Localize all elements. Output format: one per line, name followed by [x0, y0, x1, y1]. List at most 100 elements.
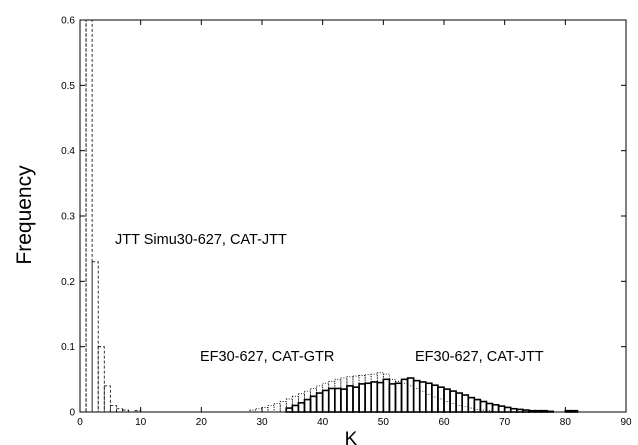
bar-solid — [382, 378, 391, 413]
bar-dotted — [449, 403, 457, 413]
bar-solid — [412, 379, 421, 413]
bar-dotted — [261, 407, 269, 413]
annotation-jtt-simu: JTT Simu30-627, CAT-JTT — [115, 232, 287, 248]
bar-solid — [455, 392, 463, 413]
bar-solid — [297, 402, 306, 413]
bar-dotted — [346, 376, 354, 413]
bar-solid — [352, 386, 360, 413]
bar-dotted — [310, 388, 317, 413]
y-tick-label: 0.1 — [61, 342, 75, 353]
bar-dotted — [461, 406, 469, 413]
bar-dotted — [285, 398, 293, 413]
bar-solid — [358, 383, 366, 413]
series-dashed-bars — [79, 19, 142, 413]
x-tick-label: 0 — [77, 417, 83, 428]
bar-dotted — [316, 385, 324, 413]
bar-solid — [406, 377, 415, 413]
bar-dotted — [340, 377, 348, 413]
bar-solid — [394, 382, 403, 413]
bar-solid — [491, 404, 500, 413]
bar-dotted — [328, 380, 336, 413]
bar-solid — [388, 383, 397, 413]
bar-solid — [437, 386, 445, 413]
annotation-ef-cat-jtt: EF30-627, CAT-JTT — [415, 349, 544, 365]
bar-solid — [400, 378, 409, 413]
bar-dotted — [473, 408, 481, 413]
x-tick-label: 20 — [196, 417, 208, 428]
bar-dotted — [419, 390, 427, 413]
y-tick-label: 0 — [69, 408, 75, 419]
bar-dashed — [109, 405, 117, 413]
bar-dotted — [455, 405, 463, 413]
y-tick-label: 0.3 — [61, 212, 75, 223]
bar-dashed — [91, 261, 99, 413]
bar-solid — [309, 395, 318, 413]
bar-dotted — [304, 390, 311, 413]
bar-solid — [431, 384, 439, 413]
bar-dotted — [437, 398, 445, 413]
bar-solid — [346, 385, 354, 413]
x-tick-label: 40 — [317, 417, 329, 428]
bar-dotted — [370, 373, 378, 413]
bar-solid — [340, 388, 348, 413]
bar-solid — [449, 390, 457, 413]
x-tick-label: 60 — [438, 417, 450, 428]
x-tick-label: 80 — [560, 417, 572, 428]
bar-dotted — [376, 372, 384, 413]
bar-solid — [503, 406, 512, 413]
bar-dotted — [358, 375, 366, 413]
bar-solid — [291, 404, 300, 413]
bar-dotted — [425, 393, 433, 413]
bar-dotted — [431, 396, 439, 413]
x-tick-label: 50 — [378, 417, 390, 428]
bar-dotted — [395, 380, 402, 413]
bar-solid — [321, 389, 330, 413]
bar-dashed — [97, 346, 105, 413]
bar-dotted — [407, 385, 415, 413]
y-tick-label: 0.6 — [61, 16, 75, 27]
bar-solid — [376, 381, 385, 413]
bar-dotted — [352, 375, 360, 413]
bar-dashed — [85, 19, 93, 413]
bar-dotted — [291, 395, 299, 413]
bar-dotted — [364, 374, 372, 413]
plot-frame — [79, 19, 627, 413]
bar-dotted — [279, 401, 287, 413]
x-tick-label: 90 — [620, 417, 632, 428]
bar-dotted — [388, 378, 396, 413]
bar-dotted — [267, 405, 275, 413]
bar-solid — [364, 382, 372, 413]
bar-solid — [370, 381, 379, 413]
bar-solid — [327, 387, 336, 413]
bar-dotted — [401, 382, 408, 413]
series-solid-bars — [285, 377, 579, 413]
annotation-ef-cat-gtr: EF30-627, CAT-GTR — [200, 349, 334, 365]
y-axis-label: Frequency — [13, 165, 36, 265]
y-tick-label: 0.2 — [61, 277, 75, 288]
bar-solid — [333, 387, 342, 413]
x-tick-label: 30 — [256, 417, 268, 428]
bar-dotted — [443, 401, 451, 413]
y-tick-label: 0.4 — [61, 146, 75, 157]
axis-ticks: 0 10 20 30 40 50 60 70 80 90 0 0.1 0.2 0.3 0.4 0.5 0.6 — [61, 16, 632, 429]
bar-solid — [467, 396, 476, 413]
bar-solid — [285, 407, 294, 413]
bar-dashed — [103, 385, 111, 413]
bar-solid — [315, 392, 324, 413]
bar-solid — [473, 398, 482, 413]
bar-dotted — [334, 378, 342, 413]
bar-solid — [443, 388, 451, 413]
x-axis-label: K — [345, 429, 358, 445]
x-tick-label: 10 — [135, 417, 147, 428]
bar-solid — [418, 381, 427, 413]
bar-dotted — [273, 403, 281, 413]
bar-solid — [424, 382, 433, 413]
bar-solid — [461, 394, 470, 413]
y-tick-label: 0.5 — [61, 81, 75, 92]
bar-dotted — [249, 409, 257, 413]
bar-solid — [497, 405, 506, 413]
bar-dotted — [413, 388, 421, 413]
bar-dotted — [322, 382, 330, 413]
bar-solid — [303, 398, 312, 413]
